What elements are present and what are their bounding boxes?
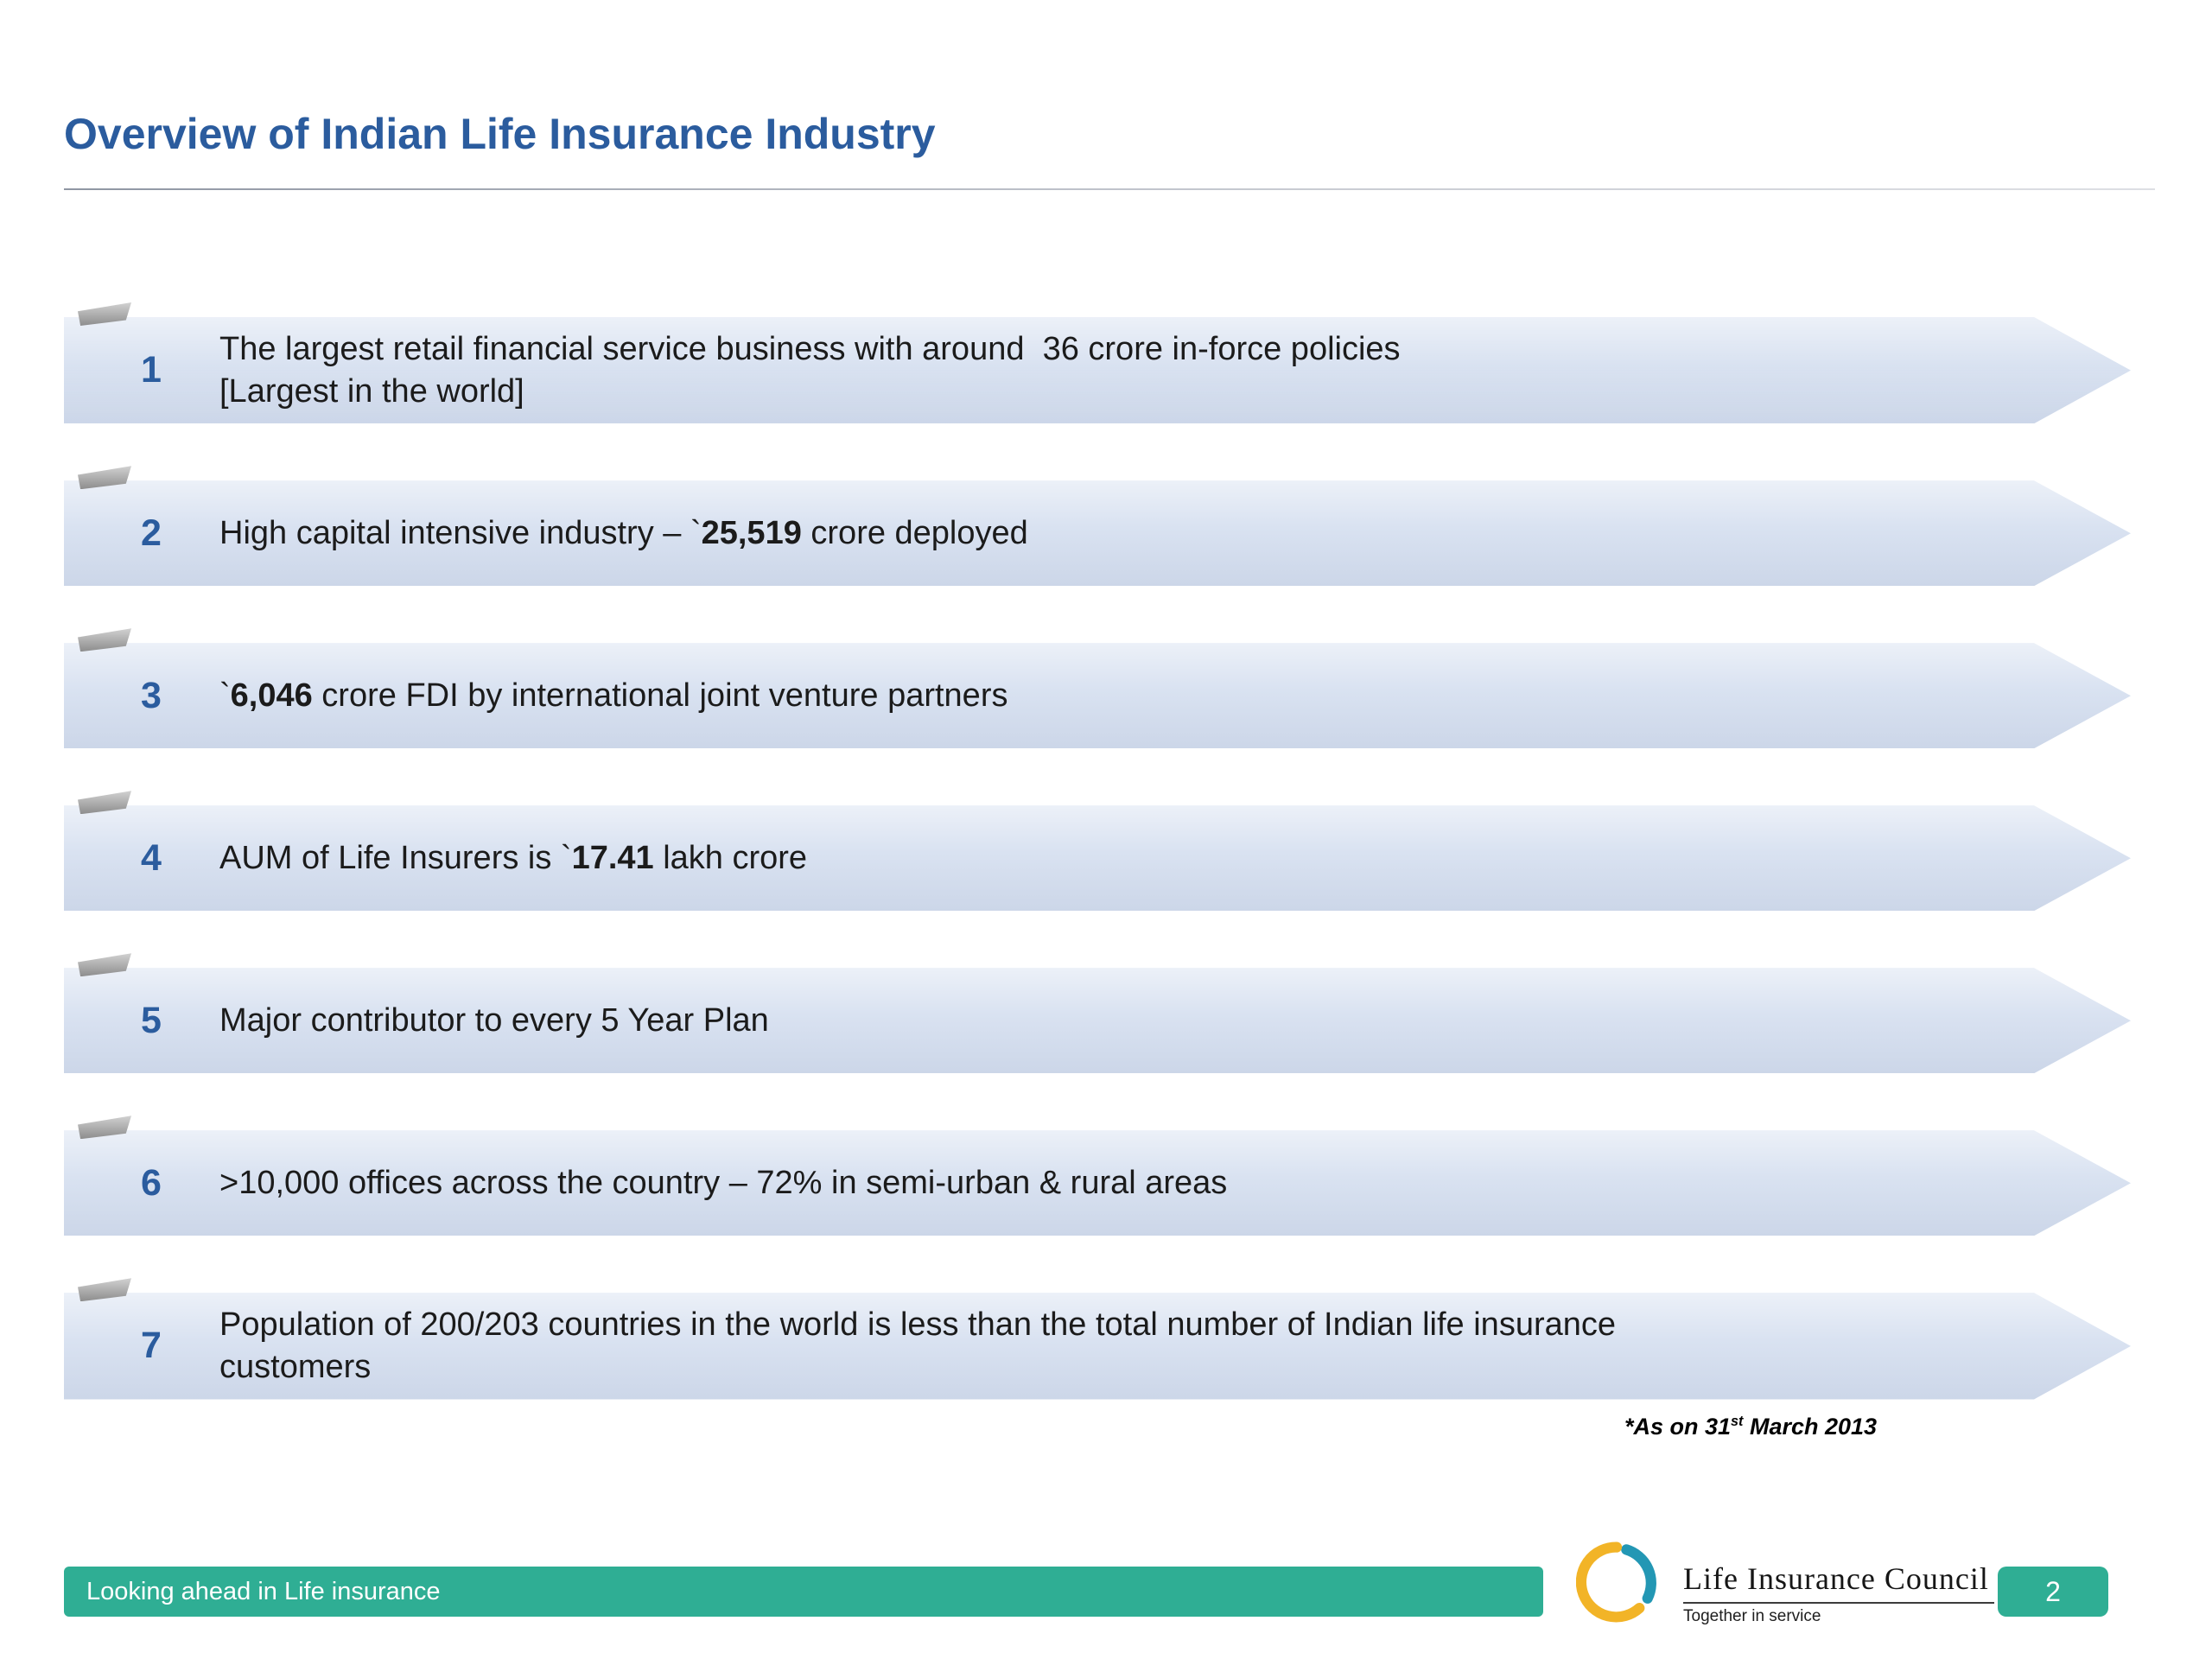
text-segment: crore FDI by international joint venture… xyxy=(312,677,1008,714)
footer-banner: Looking ahead in Life insurance xyxy=(64,1567,1543,1617)
council-title: Life Insurance Council xyxy=(1683,1561,1989,1596)
banner-item: 3 `6,046 crore FDI by international join… xyxy=(64,628,2131,748)
page-title: Overview of Indian Life Insurance Indust… xyxy=(64,110,936,158)
text-segment: AUM of Life Insurers is ` xyxy=(219,839,572,876)
banner-item: 7 Population of 200/203 countries in the… xyxy=(64,1278,2131,1399)
banner-list: 1 The largest retail financial service b… xyxy=(64,302,2131,1400)
banner-arrow: 3 `6,046 crore FDI by international join… xyxy=(64,643,2131,748)
banner-arrow: 4 AUM of Life Insurers is `17.41 lakh cr… xyxy=(64,805,2131,911)
text-segment: crore deployed xyxy=(801,514,1028,551)
text-segment: 6,046 xyxy=(230,677,313,714)
item-text: `6,046 crore FDI by international joint … xyxy=(219,675,1007,717)
banner-arrow: 1 The largest retail financial service b… xyxy=(64,317,2131,423)
text-segment: lakh crore xyxy=(653,839,808,876)
item-number: 4 xyxy=(141,836,162,879)
item-number: 1 xyxy=(141,349,162,391)
banner-item: 5 Major contributor to every 5 Year Plan xyxy=(64,953,2131,1073)
text-segment: March 2013 xyxy=(1743,1414,1878,1440)
item-number: 2 xyxy=(141,512,162,554)
text-segment: *As on 31 xyxy=(1624,1414,1732,1440)
item-number: 7 xyxy=(141,1325,162,1367)
footer-banner-label: Looking ahead in Life insurance xyxy=(86,1577,441,1605)
banner-item: 4 AUM of Life Insurers is `17.41 lakh cr… xyxy=(64,791,2131,911)
text-segment: Population of 200/203 countries in the w… xyxy=(219,1306,1617,1344)
banner-arrow: 7 Population of 200/203 countries in the… xyxy=(64,1293,2131,1399)
title-divider xyxy=(64,188,2155,190)
text-segment: The largest retail financial service bus… xyxy=(219,331,1401,367)
text-segment: Major contributor to every 5 Year Plan xyxy=(219,1001,769,1039)
banner-arrow: 6 >10,000 offices across the country – 7… xyxy=(64,1130,2131,1236)
banner-arrow: 5 Major contributor to every 5 Year Plan xyxy=(64,968,2131,1073)
banner-arrow: 2 High capital intensive industry – `25,… xyxy=(64,480,2131,586)
banner-item: 6 >10,000 offices across the country – 7… xyxy=(64,1116,2131,1236)
text-segment: ` xyxy=(219,677,231,714)
text-segment: [Largest in the world] xyxy=(219,372,524,410)
item-text: AUM of Life Insurers is `17.41 lakh cror… xyxy=(219,837,807,880)
item-number: 6 xyxy=(141,1161,162,1204)
text-segment: High capital intensive industry – ` xyxy=(219,514,702,551)
item-number: 5 xyxy=(141,999,162,1041)
item-text: Population of 200/203 countries in the w… xyxy=(219,1304,1616,1388)
logo-swirl-icon xyxy=(1575,1541,1656,1623)
text-segment: 25,519 xyxy=(701,514,802,551)
footnote: *As on 31st March 2013 xyxy=(1624,1414,1877,1440)
page-number-badge: 2 xyxy=(1998,1567,2108,1617)
life-insurance-council-logo-icon xyxy=(1575,1541,1657,1623)
item-text: >10,000 offices across the country – 72%… xyxy=(219,1162,1227,1205)
banner-item: 2 High capital intensive industry – `25,… xyxy=(64,466,2131,586)
item-number: 3 xyxy=(141,674,162,716)
item-text: The largest retail financial service bus… xyxy=(219,328,1401,412)
council-divider xyxy=(1683,1602,1994,1604)
banner-item: 1 The largest retail financial service b… xyxy=(64,302,2131,423)
text-segment: 17.41 xyxy=(571,839,654,876)
text-segment: customers xyxy=(219,1348,372,1385)
item-text: High capital intensive industry – `25,51… xyxy=(219,512,1028,555)
council-wordmark: Life Insurance Council Together in servi… xyxy=(1683,1560,1994,1626)
text-segment: st xyxy=(1731,1414,1744,1429)
text-segment: >10,000 offices across the country – 72%… xyxy=(219,1164,1228,1201)
item-text: Major contributor to every 5 Year Plan xyxy=(219,1000,769,1042)
council-tagline: Together in service xyxy=(1683,1607,1821,1625)
